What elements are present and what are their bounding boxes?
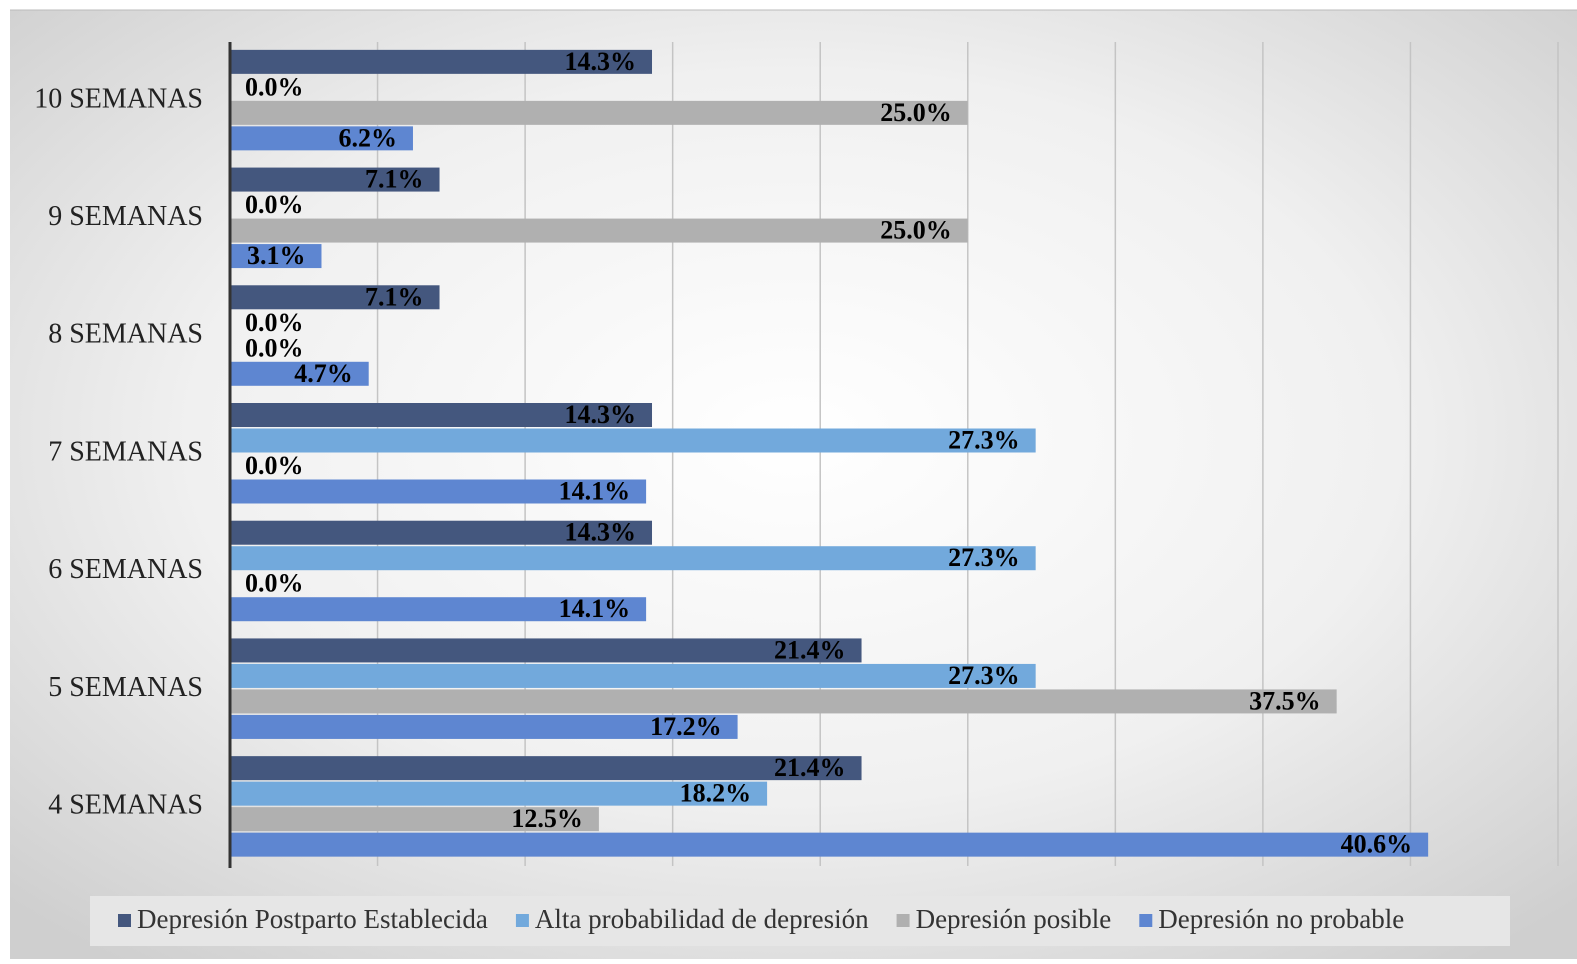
legend-label: Depresión posible bbox=[916, 904, 1112, 934]
bar bbox=[230, 807, 599, 832]
data-label: 3.1% bbox=[247, 241, 306, 270]
data-label: 14.3% bbox=[565, 47, 637, 76]
data-label: 27.3% bbox=[948, 661, 1020, 690]
legend-swatch bbox=[515, 914, 529, 927]
legend-label: Alta probabilidad de depresión bbox=[535, 904, 869, 934]
data-label: 7.1% bbox=[365, 282, 424, 311]
data-label: 14.1% bbox=[559, 594, 631, 623]
data-label: 21.4% bbox=[774, 635, 846, 664]
bar bbox=[230, 403, 653, 427]
bar bbox=[230, 714, 738, 739]
bar bbox=[230, 285, 440, 310]
y-tick-label: 6 SEMANAS bbox=[48, 554, 203, 585]
data-label: 25.0% bbox=[880, 98, 952, 127]
data-label: 37.5% bbox=[1249, 686, 1321, 715]
data-label: 12.5% bbox=[511, 804, 583, 833]
bar bbox=[230, 689, 1337, 714]
bar bbox=[230, 756, 862, 781]
bar bbox=[230, 638, 862, 663]
data-label: 27.3% bbox=[948, 543, 1020, 572]
legend-swatch bbox=[1139, 914, 1153, 927]
bar bbox=[230, 520, 653, 545]
bar bbox=[230, 597, 647, 622]
data-label: 0.0% bbox=[245, 190, 304, 219]
bar bbox=[230, 244, 322, 269]
data-label: 40.6% bbox=[1341, 830, 1413, 859]
data-label: 0.0% bbox=[245, 72, 304, 101]
bar bbox=[230, 832, 1429, 857]
data-label: 21.4% bbox=[774, 753, 846, 782]
y-tick-label: 10 SEMANAS bbox=[34, 83, 203, 114]
data-label: 17.2% bbox=[650, 712, 722, 741]
bar bbox=[230, 479, 647, 504]
data-label: 6.2% bbox=[338, 123, 397, 152]
legend-swatch bbox=[118, 914, 131, 927]
legend-label: Depresión Postparto Establecida bbox=[137, 904, 488, 934]
bar bbox=[230, 781, 768, 806]
bar bbox=[230, 100, 968, 125]
legend-label: Depresión no probable bbox=[1158, 904, 1404, 934]
bar bbox=[230, 49, 653, 74]
y-tick-label: 7 SEMANAS bbox=[48, 436, 203, 467]
y-tick-label: 9 SEMANAS bbox=[48, 201, 203, 232]
bar bbox=[230, 361, 369, 386]
bar bbox=[230, 218, 968, 243]
bar bbox=[230, 126, 413, 151]
data-label: 0.0% bbox=[245, 333, 304, 362]
y-tick-label: 8 SEMANAS bbox=[48, 319, 203, 350]
data-label: 0.0% bbox=[245, 569, 304, 598]
legend-box bbox=[90, 896, 1510, 946]
legend-swatch bbox=[896, 914, 910, 927]
data-label: 14.3% bbox=[565, 518, 637, 547]
data-label: 0.0% bbox=[245, 308, 304, 337]
data-label: 4.7% bbox=[294, 359, 353, 388]
bar bbox=[230, 428, 1036, 453]
bar bbox=[230, 663, 1036, 688]
data-label: 7.1% bbox=[365, 165, 424, 194]
bar bbox=[230, 546, 1036, 571]
data-label: 0.0% bbox=[245, 451, 304, 480]
y-tick-label: 5 SEMANAS bbox=[48, 672, 203, 703]
data-label: 14.3% bbox=[565, 400, 637, 429]
data-label: 27.3% bbox=[948, 425, 1020, 454]
bar bbox=[230, 167, 440, 192]
y-tick-label: 4 SEMANAS bbox=[48, 790, 203, 821]
data-label: 25.0% bbox=[880, 216, 952, 245]
data-label: 14.1% bbox=[559, 476, 631, 505]
data-label: 18.2% bbox=[680, 779, 752, 808]
